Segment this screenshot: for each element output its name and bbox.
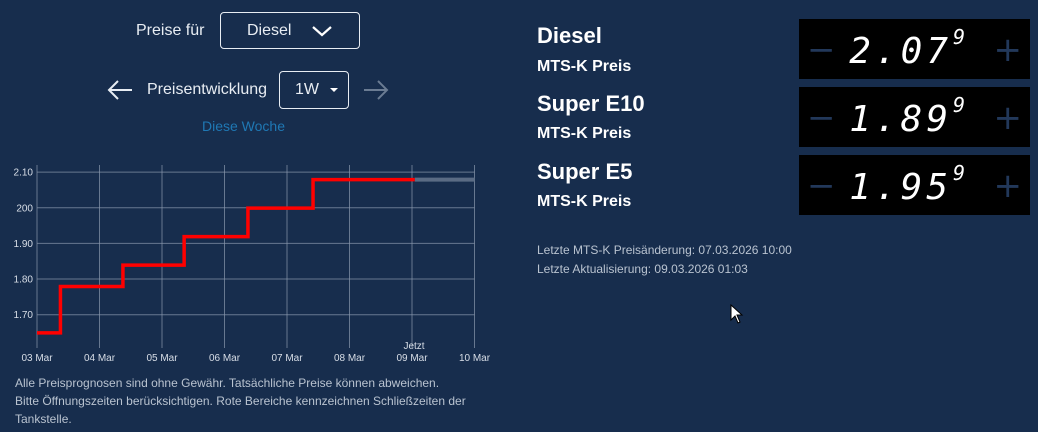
price-display-diesel: − 2.07 9 + xyxy=(799,19,1030,79)
price-chart: 1.70 1.80 1.90 200 2.10 03 Mar 04 Mar 05 Mar 06 … xyxy=(14,165,491,364)
x-tick-label: 08 Mar xyxy=(334,353,366,364)
price-display-e10: − 1.89 9 + xyxy=(799,87,1030,147)
mouse-cursor-icon xyxy=(730,304,744,324)
plus-icon[interactable]: + xyxy=(993,98,1023,138)
period-select[interactable]: 1W xyxy=(279,71,349,109)
x-tick-label: 05 Mar xyxy=(146,353,178,364)
fuel-sub-diesel: MTS-K Preis xyxy=(537,58,632,75)
caret-down-icon xyxy=(330,88,338,92)
minus-icon[interactable]: − xyxy=(807,166,836,206)
minus-icon[interactable]: − xyxy=(807,98,836,138)
x-tick-label: 04 Mar xyxy=(84,353,116,364)
y-tick-label: 1.80 xyxy=(14,275,34,286)
x-tick-label: 09 Mar xyxy=(396,353,428,364)
fuel-sub-e5: MTS-K Preis xyxy=(537,193,632,210)
disclaimer-line: Bitte Öffnungszeiten berücksichtigen. Ro… xyxy=(15,394,466,408)
now-label: Jetzt xyxy=(403,341,424,352)
price-tenth: 9 xyxy=(953,25,966,49)
last-update: Letzte Aktualisierung: 09.03.2026 01:03 xyxy=(537,262,748,276)
plus-icon[interactable]: + xyxy=(993,166,1023,206)
chevron-down-icon xyxy=(312,25,332,36)
disclaimer: Alle Preisprognosen sind ohne Gewähr. Ta… xyxy=(15,374,466,428)
fuel-label: Preise für xyxy=(136,22,205,39)
y-tick-label: 1.90 xyxy=(14,239,34,250)
y-tick-label: 1.70 xyxy=(14,310,34,321)
price-display-e5: − 1.95 9 + xyxy=(799,155,1030,215)
disclaimer-line: Tankstelle. xyxy=(15,412,72,426)
x-tick-label: 06 Mar xyxy=(209,353,241,364)
price-tenth: 9 xyxy=(953,161,966,185)
fuel-name-diesel: Diesel xyxy=(537,23,602,48)
trend-label: Preisentwicklung xyxy=(147,81,268,98)
fuel-name-e10: Super E10 xyxy=(537,91,645,116)
plus-icon[interactable]: + xyxy=(993,30,1023,70)
x-tick-label: 07 Mar xyxy=(271,353,303,364)
fuel-select[interactable]: Diesel xyxy=(220,12,360,49)
y-tick-label: 2.10 xyxy=(14,168,34,179)
price-series-line xyxy=(37,177,415,335)
x-tick-label: 03 Mar xyxy=(21,353,53,364)
period-select-value: 1W xyxy=(295,81,319,98)
fuel-sub-e10: MTS-K Preis xyxy=(537,125,632,142)
y-tick-label: 200 xyxy=(16,203,33,214)
arrow-right-icon[interactable] xyxy=(362,78,390,102)
arrow-left-icon[interactable] xyxy=(106,78,134,102)
disclaimer-line: Alle Preisprognosen sind ohne Gewähr. Ta… xyxy=(15,376,440,390)
fuel-select-value: Diesel xyxy=(247,21,292,39)
price-value: 1.95 xyxy=(849,167,952,208)
last-change: Letzte MTS-K Preisänderung: 07.03.2026 1… xyxy=(537,243,792,257)
fuel-name-e5: Super E5 xyxy=(537,159,633,184)
price-value: 2.07 xyxy=(849,31,952,72)
price-value: 1.89 xyxy=(849,99,952,140)
period-caption: Diese Woche xyxy=(202,118,286,134)
x-tick-label: 10 Mar xyxy=(459,353,491,364)
minus-icon[interactable]: − xyxy=(807,30,836,70)
price-tenth: 9 xyxy=(953,93,966,117)
